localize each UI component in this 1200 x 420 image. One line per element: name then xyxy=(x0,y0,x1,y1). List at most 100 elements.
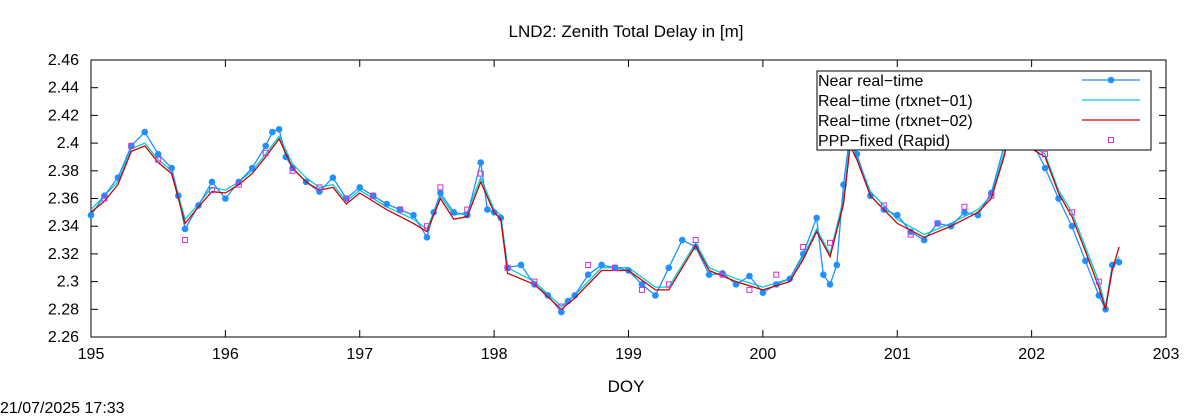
x-tick-label: 201 xyxy=(884,346,911,363)
legend-marker xyxy=(1108,137,1114,143)
data-point xyxy=(437,184,444,191)
x-tick-label: 200 xyxy=(750,346,777,363)
legend-marker xyxy=(1107,76,1115,84)
data-point xyxy=(87,211,95,219)
data-point xyxy=(128,142,135,150)
data-point xyxy=(1068,222,1076,230)
data-point xyxy=(920,236,928,244)
x-tick-label: 195 xyxy=(78,346,105,363)
data-point xyxy=(275,125,283,133)
data-point xyxy=(208,187,215,194)
data-point xyxy=(612,264,619,271)
data-point xyxy=(800,243,807,250)
legend-label: Near real−time xyxy=(818,73,923,90)
data-point xyxy=(155,156,162,163)
data-point xyxy=(584,271,592,278)
series-line xyxy=(90,109,1120,311)
data-point xyxy=(248,164,256,172)
y-tick-label: 2.38 xyxy=(48,163,79,180)
y-tick-label: 2.34 xyxy=(48,218,79,235)
data-point xyxy=(638,286,645,293)
data-point xyxy=(423,223,430,230)
data-point xyxy=(316,184,323,191)
data-point xyxy=(746,286,753,293)
data-point xyxy=(484,206,491,213)
data-point xyxy=(182,237,189,244)
data-point xyxy=(692,237,699,244)
data-point xyxy=(195,202,202,209)
y-tick-label: 2.44 xyxy=(48,80,79,97)
data-point xyxy=(961,203,968,210)
data-point xyxy=(450,209,458,216)
x-tick-label: 202 xyxy=(1018,346,1045,363)
data-point xyxy=(128,142,135,149)
data-point xyxy=(705,271,713,278)
data-point xyxy=(262,149,269,156)
data-point xyxy=(558,308,565,316)
data-point xyxy=(665,264,673,272)
timestamp: 21/07/2025 17:33 xyxy=(0,400,125,417)
data-point xyxy=(719,271,726,278)
data-point xyxy=(437,189,444,197)
y-tick-label: 2.28 xyxy=(48,301,79,318)
data-point xyxy=(638,281,646,288)
data-point xyxy=(988,192,995,199)
data-point xyxy=(1082,257,1089,265)
data-point xyxy=(289,167,296,174)
axes: 195 196 197 198 199 200 201 202 203 2.26 2.28 2.3 2.… xyxy=(48,52,1180,363)
data-point xyxy=(181,225,189,233)
data-point xyxy=(517,261,525,269)
data-point xyxy=(1042,151,1049,158)
data-point xyxy=(773,271,780,278)
data-point xyxy=(370,192,377,199)
data-point xyxy=(343,195,350,202)
y-tick-label: 2.26 xyxy=(48,329,79,346)
y-tick-label: 2.32 xyxy=(48,246,79,263)
legend-box xyxy=(816,70,1152,151)
data-point xyxy=(907,231,914,238)
data-point xyxy=(611,264,619,272)
series-layer xyxy=(87,109,1123,316)
y-tick-label: 2.36 xyxy=(48,191,79,208)
series-1 xyxy=(87,125,1123,316)
data-point xyxy=(934,220,941,227)
data-point xyxy=(934,220,941,227)
data-point xyxy=(1115,258,1123,266)
y-tick-label: 2.4 xyxy=(57,135,79,152)
legend-label: Real−time (rtxnet−02) xyxy=(818,113,973,130)
data-point xyxy=(141,128,149,136)
data-point xyxy=(497,214,505,222)
data-point xyxy=(652,292,659,299)
data-point xyxy=(464,206,471,213)
chart-title: LND2: Zenith Total Delay in [m] xyxy=(509,22,744,41)
data-point xyxy=(397,206,404,213)
data-point xyxy=(208,178,216,186)
legend: Near real−time Real−time (rtxnet−01) Real−… xyxy=(816,70,1152,151)
legend-label: Real−time (rtxnet−01) xyxy=(818,93,973,110)
data-point xyxy=(343,195,350,202)
data-point xyxy=(827,239,834,246)
data-point xyxy=(826,281,834,288)
y-tick-label: 2.46 xyxy=(48,52,79,69)
x-tick-label: 203 xyxy=(1153,346,1180,363)
data-point xyxy=(423,233,431,241)
data-point xyxy=(383,200,390,208)
data-point xyxy=(168,164,175,172)
x-tick-label: 197 xyxy=(346,346,373,363)
data-point xyxy=(369,192,377,200)
series-3 xyxy=(90,109,1120,311)
data-point xyxy=(833,261,841,269)
x-tick-label: 199 xyxy=(615,346,642,363)
data-point xyxy=(222,195,229,202)
data-point xyxy=(813,214,820,222)
data-point xyxy=(585,261,592,268)
data-point xyxy=(356,184,364,191)
chart: LND2: Zenith Total Delay in [m] 195 196 19… xyxy=(48,22,1180,396)
data-point xyxy=(1041,164,1049,172)
data-point xyxy=(235,181,242,188)
data-point xyxy=(504,264,511,272)
data-point xyxy=(786,275,794,283)
data-point xyxy=(477,159,484,166)
data-point xyxy=(1095,278,1102,285)
x-tick-label: 196 xyxy=(212,346,239,363)
